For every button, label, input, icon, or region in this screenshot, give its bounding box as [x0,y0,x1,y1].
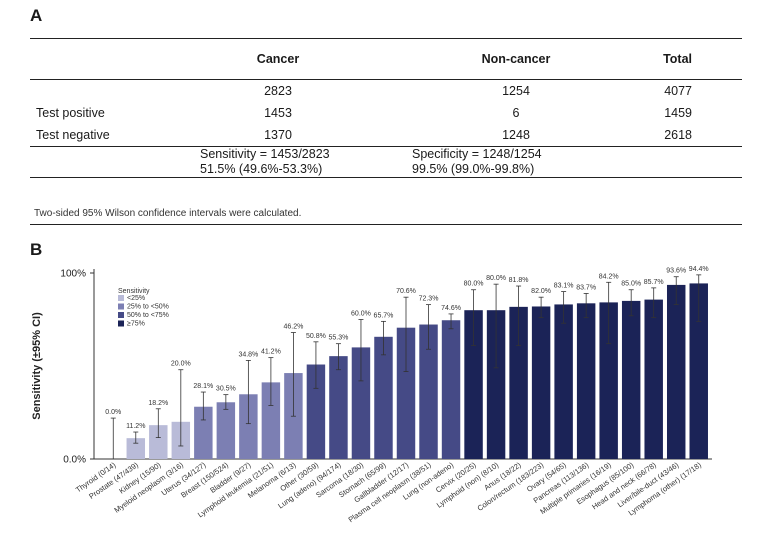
legend-label: 25% to <50% [127,304,169,311]
data-label: 82.0% [531,288,551,295]
legend-swatch [118,295,124,301]
contingency-table: Cancer Non-cancer Total 2823 1254 4077 T… [30,38,742,178]
bar [441,320,461,459]
data-label: 93.6% [666,268,686,275]
bar [576,303,596,459]
data-label: 0.0% [105,409,121,416]
sensitivity-cell: Sensitivity = 1453/2823 51.5% (49.6%-53.… [186,146,370,178]
table-header-empty [30,38,186,80]
legend-label: <25% [127,295,145,302]
data-label: 94.4% [689,266,709,273]
bar [306,364,326,459]
sensitivity-formula: Sensitivity = 1453/2823 [200,147,330,161]
table-cell: 2618 [662,124,742,147]
table-row: Test negative 1370 1248 2618 [30,124,742,147]
legend-swatch [118,312,124,318]
table-row: Test positive 1453 6 1459 [30,102,742,124]
table-cell: Test positive [36,106,105,120]
data-label: 85.7% [644,279,664,286]
bar [486,310,506,459]
bar [329,356,348,459]
specificity-cell: Specificity = 1248/1254 99.5% (99.0%-99.… [370,146,662,178]
bar [554,304,573,459]
table-cell: 1254 [502,84,530,98]
footnote-divider [30,224,742,225]
y-axis-label: Sensitivity (±95% CI) [31,312,43,420]
legend-label: 50% to <75% [127,312,169,319]
data-label: 84.2% [599,273,619,280]
bar [666,284,686,459]
bar [644,299,663,459]
table-cell: 1459 [664,106,692,120]
table-cell: 2823 [264,84,292,98]
bar [599,302,618,459]
table-footnote: Two-sided 95% Wilson confidence interval… [34,208,302,219]
bar [239,394,258,459]
data-label: 81.8% [509,277,529,284]
data-label: 72.3% [419,296,439,303]
legend-title: Sensitivity [118,288,150,295]
data-label: 74.6% [441,305,461,312]
legend-swatch [118,303,124,310]
table-cell [30,146,186,178]
bar [351,347,371,459]
bar [464,310,483,459]
bar [531,306,551,459]
bar [396,327,416,459]
sensitivity-bar-chart: 0.0%100%Sensitivity (±95% CI) 0.0%Thyroid… [31,266,712,524]
table-header-total: Total [662,38,742,80]
sensitivity-value: 51.5% (49.6%-53.3%) [200,162,323,176]
data-label: 28.1% [193,383,213,390]
bar [621,300,641,459]
table-cell: 1453 [264,106,292,120]
table-cell: 1248 [370,124,662,147]
bar [374,336,393,459]
data-label: 83.1% [554,283,574,290]
table-cell: Test negative [30,124,186,147]
data-label: 46.2% [283,324,303,331]
data-label: 55.3% [329,335,349,342]
data-label: 41.2% [261,349,281,356]
data-label: 34.8% [238,351,258,358]
table-cell [662,146,742,178]
specificity-value: 99.5% (99.0%-99.8%) [412,162,535,176]
stats-row: Sensitivity = 1453/2823 51.5% (49.6%-53.… [30,146,742,178]
data-label: 83.7% [576,284,596,291]
bar [194,406,213,459]
legend-swatch [118,320,124,327]
table-header-cancer: Cancer [186,38,370,80]
data-label: 30.5% [216,386,236,393]
data-label: 70.6% [396,288,416,295]
bar [419,324,438,459]
panel-b-label: B [30,240,43,259]
data-label: 50.8% [306,333,326,340]
table-row: 2823 1254 4077 [30,80,742,103]
bar [126,438,146,459]
bar [149,425,168,459]
data-label: 65.7% [374,312,394,319]
data-label: 60.0% [351,311,371,318]
data-label: 18.2% [148,400,168,407]
data-label: 11.2% [126,423,145,430]
bar [689,283,708,459]
table-cell: 6 [512,106,520,120]
bar [509,306,528,459]
data-label: 80.0% [464,281,484,288]
panel-a-label: A [30,6,43,25]
table-header-row: Cancer Non-cancer Total [30,38,742,80]
y-tick-label: 0.0% [63,455,86,466]
bar [261,382,281,459]
data-label: 85.0% [621,281,641,288]
specificity-formula: Specificity = 1248/1254 [412,147,542,161]
table-cell: 4077 [664,84,692,98]
legend-label: ≥75% [127,321,145,328]
table-header-non-cancer: Non-cancer [370,38,662,80]
data-label: 80.0% [486,275,506,282]
table-cell: 1370 [186,124,370,147]
table-cell [30,80,186,103]
y-tick-label: 100% [60,269,86,280]
bar [216,402,236,459]
data-label: 20.0% [171,361,191,368]
